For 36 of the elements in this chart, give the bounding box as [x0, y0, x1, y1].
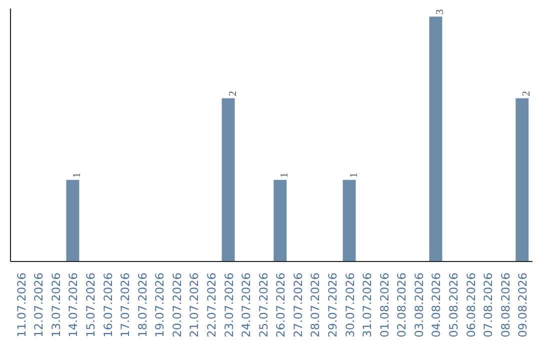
x-tick-label: 21.07.2026: [187, 272, 202, 338]
x-tick-label: 26.07.2026: [274, 272, 288, 338]
x-tick-label: 14.07.2026: [66, 272, 80, 338]
x-tick-label: 29.07.2026: [325, 272, 340, 338]
x-tick-label: 09.08.2026: [516, 272, 530, 338]
x-tick-label: 13.07.2026: [48, 272, 63, 338]
data-label: 1: [280, 172, 291, 178]
x-tick-label: 23.07.2026: [222, 272, 236, 338]
data-label: 1: [72, 172, 84, 178]
x-tick-label: 24.07.2026: [239, 272, 254, 338]
x-tick-label: 20.07.2026: [170, 272, 184, 338]
x-tick-label: 19.07.2026: [152, 272, 167, 338]
x-tick-label: 01.08.2026: [377, 272, 392, 338]
x-tick-label: 06.08.2026: [464, 272, 478, 338]
x-tick-label: 28.07.2026: [308, 272, 322, 338]
x-tick-label: 12.07.2026: [32, 272, 46, 338]
data-label: 2: [228, 90, 239, 96]
x-tick-label: 11.07.2026: [14, 272, 28, 338]
x-tick-label: 04.08.2026: [429, 272, 444, 338]
x-tick-label: 08.08.2026: [498, 272, 512, 338]
x-tick-label: 07.08.2026: [481, 272, 496, 338]
x-tick-label: 27.07.2026: [290, 272, 305, 338]
x-tick-label: 17.07.2026: [118, 272, 132, 338]
x-tick-label: 16.07.2026: [100, 272, 115, 338]
x-tick-label: 31.07.2026: [360, 272, 374, 338]
data-label: 3: [435, 9, 446, 15]
x-tick-label: 18.07.2026: [135, 272, 150, 338]
x-tick-label: 05.08.2026: [446, 272, 460, 338]
x-tick-label: 22.07.2026: [204, 272, 219, 338]
x-tick-label: 03.08.2026: [412, 272, 426, 338]
x-tick-label: 02.08.2026: [394, 272, 409, 338]
data-label: 2: [522, 90, 533, 96]
x-tick-label: 25.07.2026: [256, 272, 270, 338]
x-tick-label: 15.07.2026: [84, 272, 98, 338]
x-tick-label: 30.07.2026: [342, 272, 357, 338]
data-label: 1: [348, 172, 360, 178]
